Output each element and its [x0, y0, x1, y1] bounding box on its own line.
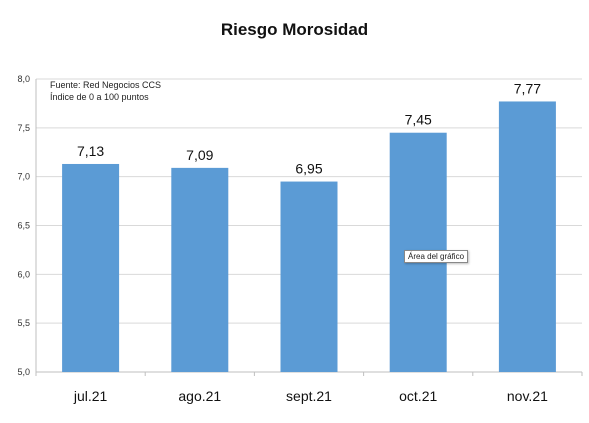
bar-ago.21[interactable]: [171, 167, 229, 372]
y-tick-label: 6,0: [17, 269, 30, 279]
scale-note: Índice de 0 a 100 puntos: [50, 92, 149, 102]
data-label: 7,45: [405, 112, 432, 128]
bars: [62, 101, 556, 373]
chart-title: Riesgo Morosidad: [220, 20, 369, 39]
x-tick-label: nov.21: [507, 388, 548, 404]
source-note: Fuente: Red Negocios CCS: [50, 80, 162, 90]
data-label: 7,77: [514, 80, 541, 96]
y-tick-label: 5,0: [17, 367, 30, 377]
chart-area-tooltip: Área del gráfico: [404, 250, 469, 263]
x-axis: jul.21 ago.21 sept.21 oct.21 nov.21: [35, 372, 583, 404]
y-tick-label: 5,5: [17, 318, 30, 328]
y-axis: 5,0 5,5 6,0 6,5 7,0 7,5 8,0: [17, 74, 37, 377]
x-tick-label: jul.21: [73, 388, 108, 404]
bar-jul.21[interactable]: [62, 163, 120, 372]
y-tick-label: 8,0: [17, 74, 30, 84]
data-label: 7,09: [186, 147, 213, 163]
x-tick-label: oct.21: [399, 388, 437, 404]
bar-sept.21[interactable]: [280, 181, 338, 372]
grid-lines: [36, 78, 582, 373]
bar-nov.21[interactable]: [498, 101, 556, 373]
data-label: 6,95: [295, 161, 322, 177]
data-label: 7,13: [77, 143, 104, 159]
x-tick-label: sept.21: [286, 388, 332, 404]
x-tick-label: ago.21: [178, 388, 221, 404]
y-tick-label: 7,0: [17, 172, 30, 182]
y-tick-label: 7,5: [17, 123, 30, 133]
y-tick-label: 6,5: [17, 221, 30, 231]
data-labels: 7,13 7,09 6,95 7,45 7,77: [77, 80, 541, 176]
